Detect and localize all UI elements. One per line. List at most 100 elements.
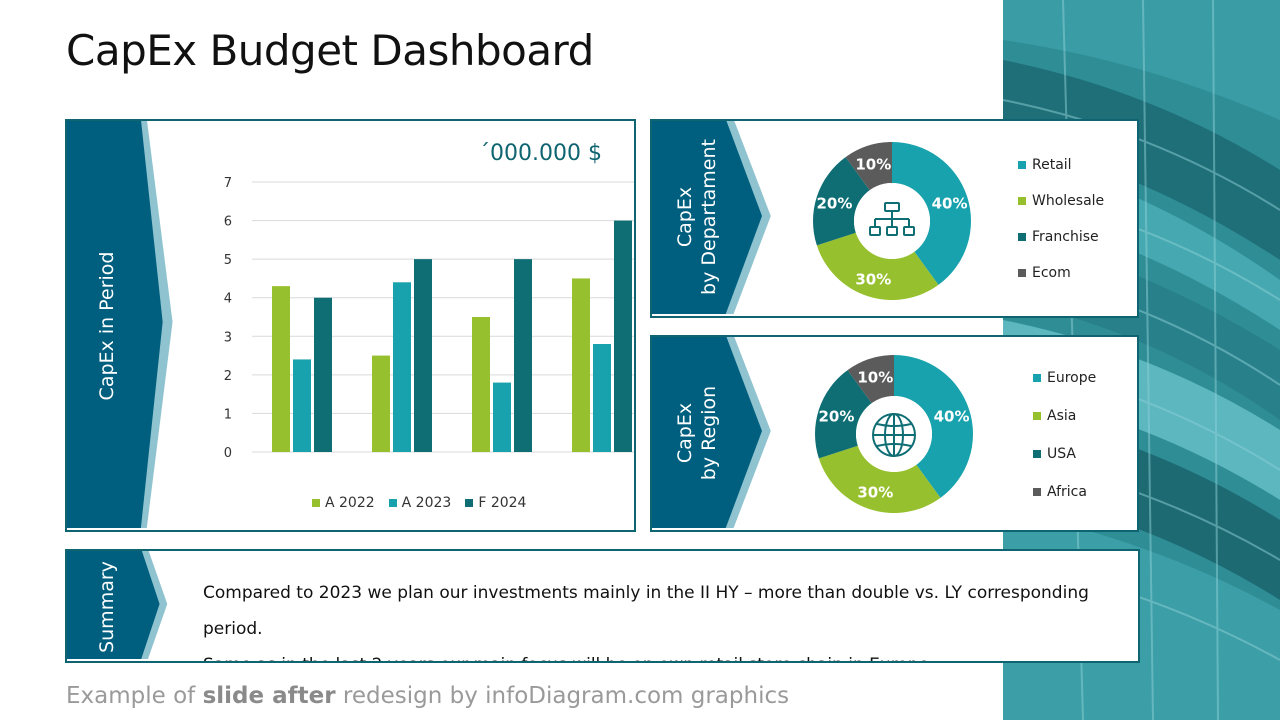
slice-usa (815, 370, 872, 459)
legend-label: F 2024 (478, 495, 527, 511)
slice-franchise (813, 157, 870, 246)
department-label: CapEx by Departament (673, 121, 721, 316)
legend-swatch (1033, 488, 1041, 496)
summary-line-1: Compared to 2023 we plan our investments… (203, 583, 1089, 639)
y-tick-label: 7 (224, 176, 232, 191)
period-side-band (67, 121, 173, 528)
legend-label: A 2022 (325, 495, 375, 511)
footer-credit: Example of slide after redesign by infoD… (66, 683, 789, 709)
y-tick-label: 6 (224, 215, 232, 230)
footer-bold: slide after (202, 683, 336, 709)
footer-prefix: Example of (66, 683, 203, 709)
legend-label: Ecom (1032, 265, 1071, 281)
legend-label: Europe (1047, 370, 1097, 386)
period-label: CapEx in Period (96, 251, 118, 401)
legend-item: A 2022 (312, 495, 375, 511)
legend-swatch (1018, 269, 1026, 277)
period-panel: CapEx in Period ´000.000 $ 01234567Q1Q2Q… (65, 119, 636, 532)
region-label-line1: CapEx (674, 402, 696, 464)
legend-item: A 2023 (388, 495, 452, 511)
legend-swatch (1033, 412, 1041, 420)
bar-q1-a-2022 (272, 286, 290, 452)
region-label-line2: by Region (698, 385, 720, 481)
bar-q4-a-2022 (572, 278, 590, 452)
slice-retail (892, 142, 971, 285)
legend-item-asia: Asia (1033, 408, 1076, 424)
department-donut-chart: 40% 30% 20% 10% (813, 142, 971, 300)
bar-chart-legend: A 2022 A 2023 F 2024 (312, 495, 526, 511)
legend-item-europe: Europe (1033, 370, 1096, 386)
legend-label: Africa (1047, 484, 1087, 500)
slice-wholesale (816, 232, 939, 300)
summary-text: Compared to 2023 we plan our investments… (203, 575, 1138, 661)
region-donut-chart: 40% 30% 20% 10% (815, 355, 973, 513)
legend-swatch (465, 499, 474, 507)
legend-label: USA (1047, 446, 1076, 462)
legend-swatch (1033, 374, 1041, 382)
slice-value-label: 40% (932, 194, 968, 212)
legend-swatch (1018, 197, 1026, 205)
slice-value-label: 40% (934, 407, 970, 425)
legend-label: Franchise (1032, 229, 1099, 245)
slide-title: CapEx Budget Dashboard (66, 26, 594, 75)
bar-q1-f-2024 (314, 297, 332, 452)
legend-label: A 2023 (401, 495, 452, 511)
legend-label: Retail (1032, 157, 1072, 173)
bar-q2-f-2024 (414, 259, 432, 452)
slice-value-label: 30% (855, 271, 891, 289)
bar-q3-f-2024 (514, 259, 532, 452)
org-chart-icon (869, 202, 915, 236)
globe-icon (872, 413, 916, 457)
summary-line-2: Same as in the last 2 years our main foc… (203, 647, 1138, 661)
slice-value-label: 10% (857, 368, 893, 386)
chart-unit-label: ´000.000 $ (479, 141, 602, 166)
bar-q1-a-2023 (293, 359, 311, 452)
y-tick-label: 0 (224, 446, 232, 461)
summary-side-band (67, 551, 168, 659)
legend-swatch (1033, 450, 1041, 458)
legend-label: Wholesale (1032, 193, 1105, 209)
department-side-band (652, 121, 771, 314)
legend-swatch (1018, 233, 1026, 241)
bar-q3-a-2022 (472, 317, 490, 452)
legend-label: Asia (1047, 408, 1077, 424)
bar-q2-a-2023 (393, 282, 411, 452)
legend-item-africa: Africa (1033, 484, 1087, 500)
slice-value-label: 30% (857, 484, 893, 502)
department-panel: CapEx by Departament 40% 30% 20% 10% Retail… (650, 119, 1139, 318)
slice-value-label: 20% (817, 194, 853, 212)
y-tick-label: 2 (224, 369, 232, 384)
legend-item: F 2024 (465, 495, 526, 511)
bar-q3-a-2023 (493, 382, 511, 452)
summary-label: Summary (96, 561, 118, 653)
legend-item-wholesale: Wholesale (1018, 193, 1104, 209)
legend-swatch (312, 499, 320, 507)
slice-europe (894, 355, 973, 498)
department-label-line1: CapEx (674, 186, 696, 248)
bar-q2-a-2022 (372, 355, 390, 452)
y-tick-label: 4 (224, 292, 232, 307)
bar-q4-a-2023 (593, 344, 611, 452)
legend-item-retail: Retail (1018, 157, 1072, 173)
bar-q4-f-2024 (614, 220, 632, 452)
slice-value-label: 20% (819, 407, 855, 425)
slice-value-label: 10% (855, 155, 891, 173)
y-tick-label: 3 (224, 330, 232, 345)
region-label: CapEx by Region (673, 337, 721, 530)
region-side-band (652, 337, 771, 528)
legend-swatch (388, 499, 397, 507)
legend-item-usa: USA (1033, 446, 1076, 462)
slice-ecom (845, 142, 892, 191)
legend-item-franchise: Franchise (1018, 229, 1099, 245)
summary-panel: Summary Compared to 2023 we plan our inv… (65, 549, 1140, 663)
y-tick-label: 1 (224, 407, 232, 422)
slice-asia (818, 445, 941, 513)
slice-africa (847, 355, 894, 404)
bar-chart: 01234567Q1Q2Q3Q4 (224, 176, 634, 461)
region-panel: CapEx by Region 40% 30% 20% 10% Europe Asia U… (650, 335, 1139, 532)
footer-suffix: redesign by infoDiagram.com graphics (335, 683, 790, 709)
legend-item-ecom: Ecom (1018, 265, 1071, 281)
y-tick-label: 5 (224, 253, 232, 268)
department-label-line2: by Departament (698, 139, 720, 295)
legend-swatch (1018, 161, 1026, 169)
